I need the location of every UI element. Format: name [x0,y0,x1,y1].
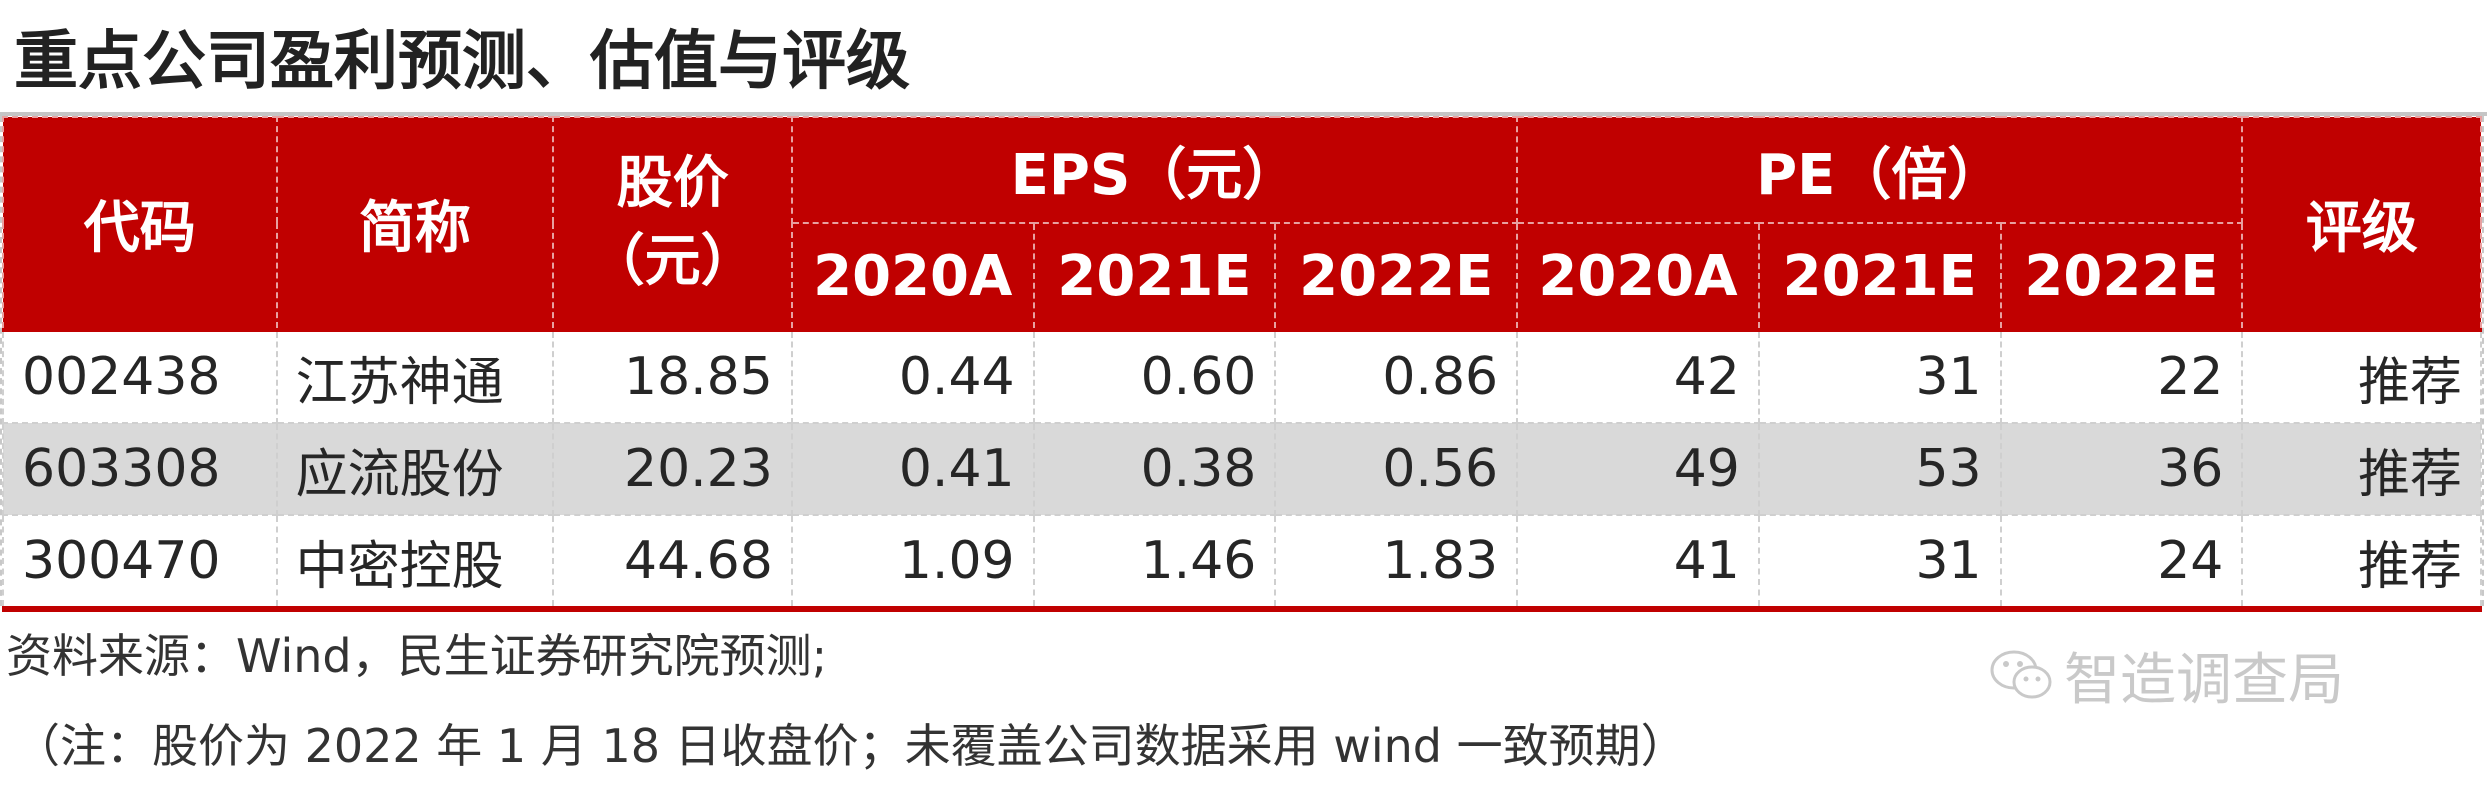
cell-price: 20.23 [552,422,793,516]
page-title: 重点公司盈利预测、估值与评级 [14,25,910,99]
cell-rating: 推荐 [2241,422,2482,516]
cell-code: 002438 [2,328,278,424]
cell-eps-2021e: 0.60 [1032,328,1277,424]
cell-code: 603308 [2,422,278,516]
header-eps-group: EPS（元） [790,116,1519,224]
cell-rating: 推荐 [2241,328,2482,424]
watermark: 智造调查局 [1988,640,2344,713]
header-eps-2020a: 2020A [790,222,1035,331]
header-pe-2021e: 2021E [1757,222,2002,331]
header-eps-2022e: 2022E [1274,222,1519,331]
cell-eps-2020a: 0.41 [790,422,1035,516]
header-pe-group: PE（倍） [1516,116,2244,224]
price-note: （注：股价为 2022 年 1 月 18 日收盘价；未覆盖公司数据采用 wind… [14,719,1687,773]
cell-eps-2022e: 1.83 [1274,514,1519,612]
cell-eps-2022e: 0.56 [1274,422,1519,516]
header-price-line1: 股价 [616,151,729,216]
cell-name: 中密控股 [275,514,555,612]
cell-code: 300470 [2,514,278,612]
cell-price: 18.85 [552,328,793,424]
header-code: 代码 [2,116,278,331]
cell-pe-2020a: 41 [1516,514,1760,612]
cell-name: 江苏神通 [275,328,555,424]
cell-rating: 推荐 [2241,514,2482,612]
cell-eps-2021e: 1.46 [1032,514,1277,612]
cell-eps-2021e: 0.38 [1032,422,1277,516]
header-pe-2022e: 2022E [1999,222,2244,331]
cell-pe-2020a: 49 [1516,422,1760,516]
cell-name: 应流股份 [275,422,555,516]
top-divider [0,112,2487,116]
wechat-icon [1990,650,2052,699]
header-price: 股价 （元） [552,116,793,331]
cell-pe-2021e: 31 [1757,328,2002,424]
cell-pe-2021e: 31 [1757,514,2002,612]
forecast-table: 代码 简称 股价 （元） EPS（元） PE（倍） 评级 2020A 2021E… [2,116,2482,612]
header-price-line2: （元） [588,229,757,294]
source-note: 资料来源：Wind，民生证券研究院预测; [6,629,828,683]
cell-eps-2022e: 0.86 [1274,328,1519,424]
cell-pe-2022e: 36 [1999,422,2244,516]
header-eps-2021e: 2021E [1032,222,1277,331]
header-pe-2020a: 2020A [1516,222,1760,331]
cell-pe-2021e: 53 [1757,422,2002,516]
table-row: 002438 江苏神通 18.85 0.44 0.60 0.86 42 31 2… [2,328,2482,424]
cell-eps-2020a: 0.44 [790,328,1035,424]
header-rating: 评级 [2241,116,2482,331]
cell-pe-2022e: 24 [1999,514,2244,612]
cell-price: 44.68 [552,514,793,612]
watermark-text: 智造调查局 [2064,647,2344,713]
table-row: 603308 应流股份 20.23 0.41 0.38 0.56 49 53 3… [2,422,2482,516]
cell-pe-2022e: 22 [1999,328,2244,424]
cell-eps-2020a: 1.09 [790,514,1035,612]
cell-pe-2020a: 42 [1516,328,1760,424]
table-frame [0,116,2484,606]
header-name: 简称 [275,116,555,331]
table-row: 300470 中密控股 44.68 1.09 1.46 1.83 41 31 2… [2,514,2482,612]
